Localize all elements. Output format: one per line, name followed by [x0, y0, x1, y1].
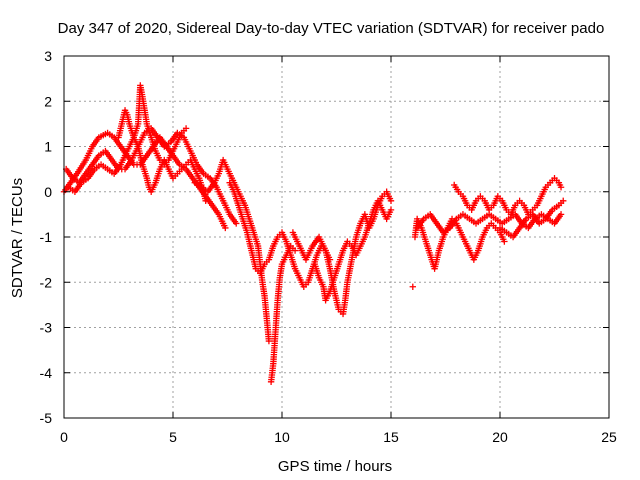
data-point-marker — [182, 125, 190, 132]
y-tick-label: 3 — [44, 48, 52, 64]
data-point-marker — [387, 197, 395, 204]
data-point-marker — [501, 238, 508, 245]
data-point-marker — [387, 206, 395, 214]
y-tick-label: 0 — [44, 184, 52, 200]
x-tick-label: 25 — [601, 429, 617, 445]
data-point-marker — [202, 197, 209, 204]
x-tick-label: 15 — [383, 429, 399, 445]
y-tick-label: -1 — [40, 229, 53, 245]
y-tick-label: 1 — [44, 139, 52, 155]
x-tick-label: 5 — [169, 429, 177, 445]
x-tick-label: 0 — [60, 429, 68, 445]
data-point-marker — [233, 220, 240, 227]
data-point-marker — [560, 197, 567, 204]
data-point-marker — [222, 224, 229, 232]
data-points — [60, 82, 567, 385]
y-tick-label: -3 — [40, 320, 53, 336]
data-point-marker — [557, 184, 565, 191]
data-point-marker — [265, 337, 273, 345]
x-tick-label: 20 — [492, 429, 508, 445]
y-tick-label: 2 — [44, 93, 52, 109]
x-tick-label: 10 — [274, 429, 290, 445]
y-tick-label: -2 — [40, 274, 53, 290]
data-point-marker — [557, 211, 565, 218]
chart-title: Day 347 of 2020, Sidereal Day-to-day VTE… — [58, 20, 605, 37]
y-tick-label: -5 — [40, 410, 53, 426]
y-tick-label: -4 — [40, 365, 53, 381]
axis-ticks: 0 5 10 15 20 25 -5 -4 -3 -2 -1 0 1 2 3 — [40, 48, 617, 445]
data-point-marker — [409, 283, 416, 290]
y-axis-label: SDTVAR / TECUs — [9, 178, 26, 298]
x-axis-label: GPS time / hours — [278, 458, 392, 475]
data-point-marker — [291, 247, 299, 254]
